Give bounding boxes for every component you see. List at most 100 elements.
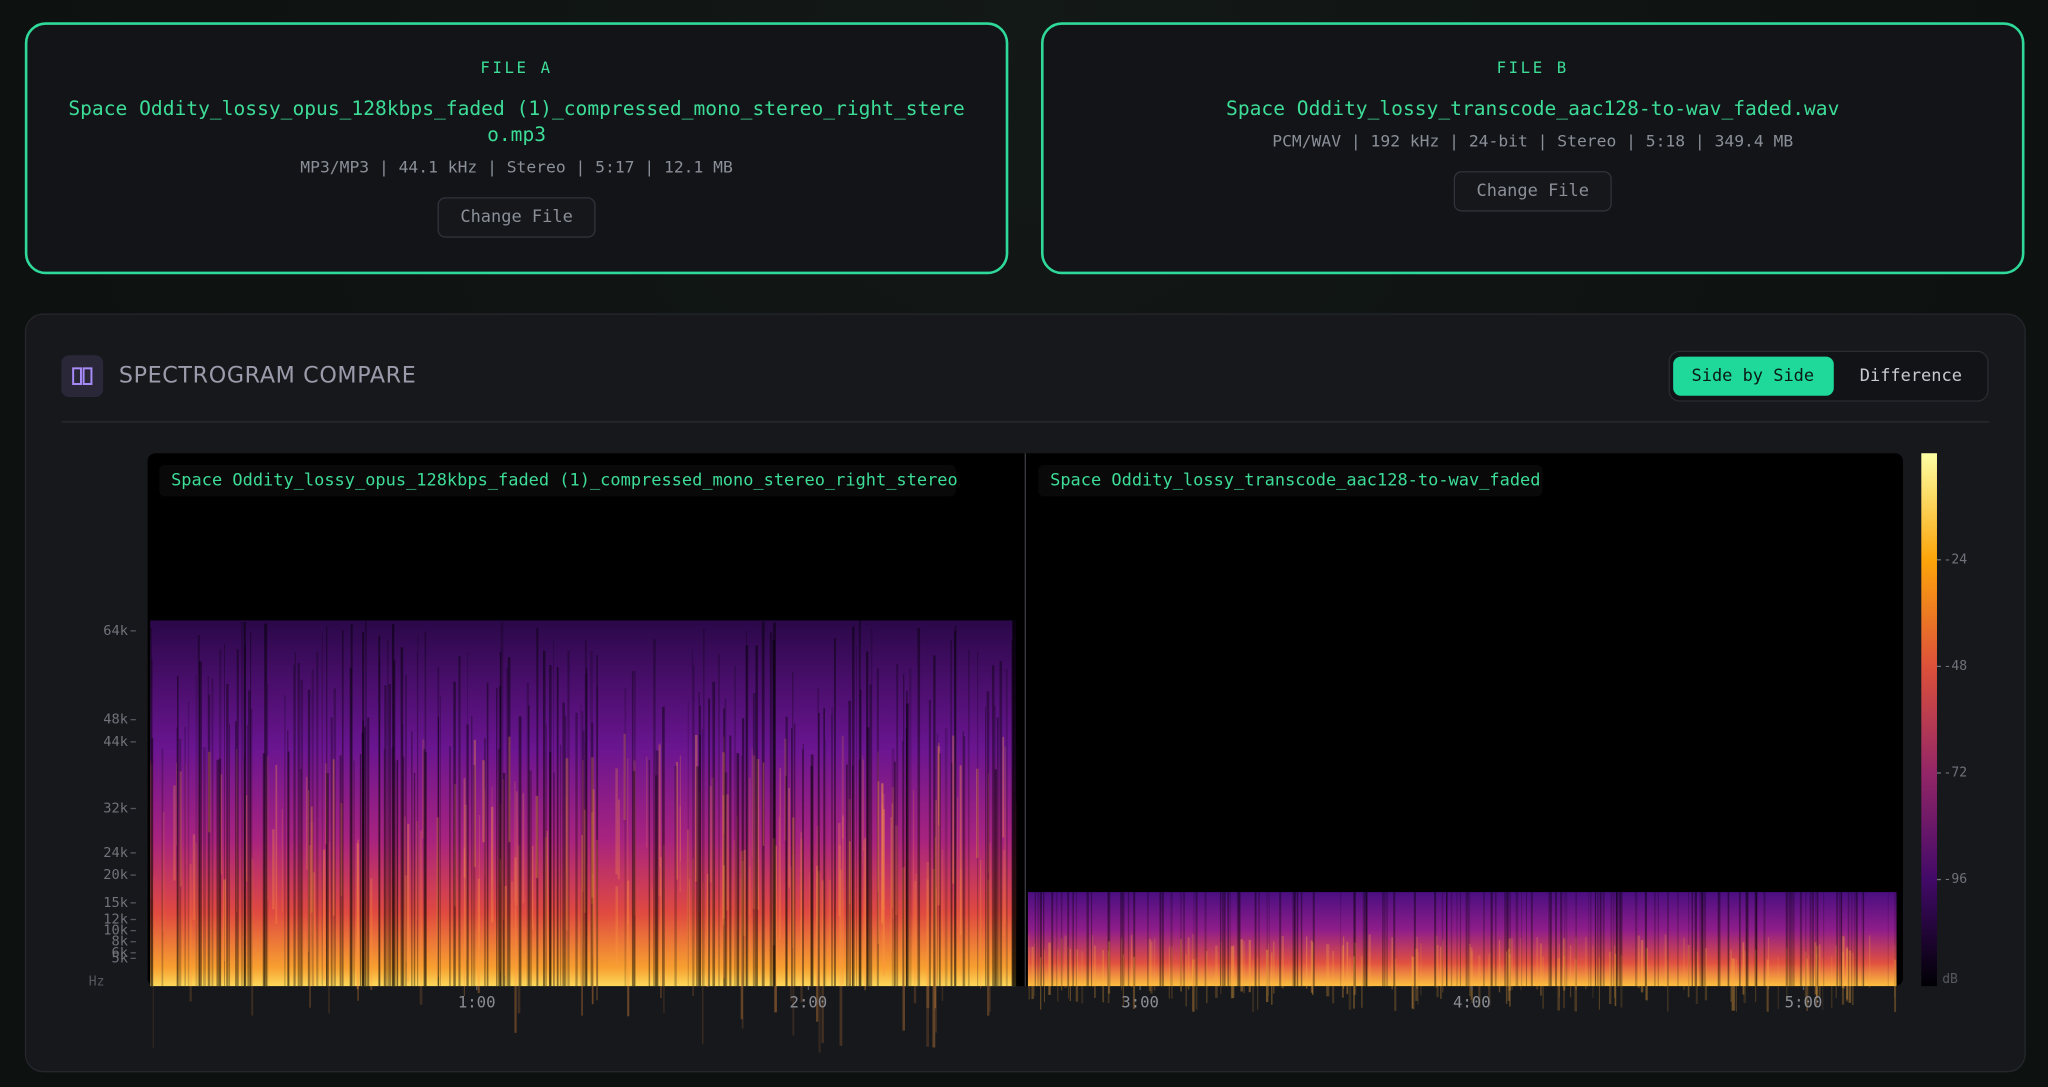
texture-streak xyxy=(1887,892,1889,987)
colorbar-tick-label: -72 xyxy=(1944,765,1968,780)
texture-streak xyxy=(1180,939,1182,992)
mode-label[interactable]: Side by Side xyxy=(1692,366,1815,386)
y-tick-label: 15k xyxy=(103,895,128,911)
label-bg xyxy=(159,464,957,497)
texture-streak xyxy=(623,733,626,821)
texture-streak xyxy=(959,765,962,936)
texture-streak xyxy=(356,843,359,990)
texture-streak xyxy=(1341,945,1344,998)
texture-streak xyxy=(848,841,851,984)
texture-streak xyxy=(1306,936,1308,989)
texture-streak xyxy=(1478,955,1481,1008)
texture-streak xyxy=(696,766,700,987)
texture-streak xyxy=(882,793,885,911)
texture-streak xyxy=(486,682,489,987)
texture-streak xyxy=(436,817,439,977)
texture-streak xyxy=(240,621,244,987)
texture-streak xyxy=(393,660,396,987)
texture-streak xyxy=(584,673,588,987)
change-file-button[interactable]: Change File xyxy=(438,197,595,238)
texture-streak xyxy=(1185,954,1187,1007)
texture-streak xyxy=(1248,939,1251,993)
texture-streak xyxy=(960,869,962,976)
texture-streak xyxy=(1731,958,1735,1011)
texture-streak xyxy=(1799,892,1803,987)
texture-streak xyxy=(1754,892,1758,987)
texture-streak xyxy=(1075,892,1077,987)
texture-streak xyxy=(818,874,821,1053)
texture-streak xyxy=(549,752,552,987)
texture-streak xyxy=(1558,944,1560,997)
texture-streak xyxy=(1195,892,1198,987)
texture-streak xyxy=(383,748,386,987)
texture-streak xyxy=(150,659,153,987)
texture-streak xyxy=(1506,892,1510,987)
texture-streak xyxy=(1257,957,1259,1010)
file-label: FILE B xyxy=(1496,58,1569,78)
texture-streak xyxy=(1312,892,1315,987)
texture-streak xyxy=(496,687,498,987)
texture-streak xyxy=(679,806,681,893)
texture-streak xyxy=(663,845,665,1014)
texture-streak xyxy=(1804,951,1806,1004)
texture-streak xyxy=(1851,952,1854,1006)
texture-streak xyxy=(1509,892,1511,987)
texture-streak xyxy=(1254,892,1257,987)
texture-streak xyxy=(1755,892,1757,987)
y-tick-label: 48k xyxy=(103,712,128,728)
mode-button-active[interactable] xyxy=(1673,356,1834,396)
texture-streak xyxy=(1265,949,1269,1003)
texture-streak xyxy=(896,663,899,987)
texture-streak xyxy=(915,873,918,981)
texture-streak xyxy=(507,657,511,987)
texture-streak xyxy=(648,759,651,987)
texture-streak xyxy=(994,769,997,987)
texture-streak xyxy=(1094,945,1096,998)
texture-streak xyxy=(821,880,824,1043)
texture-streak xyxy=(449,746,451,987)
texture-streak xyxy=(364,620,367,987)
texture-streak xyxy=(1588,892,1590,987)
texture-streak xyxy=(1550,892,1552,987)
texture-streak xyxy=(791,728,793,987)
texture-streak xyxy=(1614,953,1617,1007)
texture-streak xyxy=(585,667,588,987)
texture-streak xyxy=(309,845,312,1008)
texture-streak xyxy=(220,774,223,875)
texture-streak xyxy=(1565,892,1568,987)
texture-streak xyxy=(1822,957,1824,1011)
texture-streak xyxy=(353,760,355,987)
x-tick-label: 1:00 xyxy=(458,993,496,1012)
texture-streak xyxy=(499,651,502,987)
texture-streak xyxy=(702,882,704,1045)
texture-streak xyxy=(1517,892,1519,987)
texture-streak xyxy=(517,845,521,1014)
texture-streak xyxy=(1599,892,1602,987)
texture-streak xyxy=(1300,892,1303,987)
texture-streak xyxy=(316,652,319,987)
texture-streak xyxy=(246,724,248,987)
texture-streak xyxy=(1366,892,1368,987)
texture-streak xyxy=(1594,892,1596,987)
texture-streak xyxy=(553,772,555,987)
texture-streak xyxy=(698,692,700,987)
texture-streak xyxy=(996,717,999,987)
texture-streak xyxy=(362,720,365,987)
texture-streak xyxy=(698,792,700,913)
texture-streak xyxy=(1192,959,1195,1012)
texture-streak xyxy=(1763,892,1766,987)
texture-streak xyxy=(1270,952,1273,1005)
texture-streak xyxy=(1598,957,1600,1010)
mode-label[interactable]: Difference xyxy=(1860,366,1962,386)
texture-streak xyxy=(901,740,904,987)
change-file-button[interactable]: Change File xyxy=(1454,171,1612,212)
texture-streak xyxy=(679,755,681,861)
texture-streak xyxy=(1594,892,1597,987)
texture-streak xyxy=(1614,945,1616,998)
texture-streak xyxy=(275,764,278,924)
texture-streak xyxy=(264,623,267,987)
texture-streak xyxy=(913,789,915,958)
texture-streak xyxy=(741,718,745,987)
y-tick-label: 64k xyxy=(103,623,128,639)
